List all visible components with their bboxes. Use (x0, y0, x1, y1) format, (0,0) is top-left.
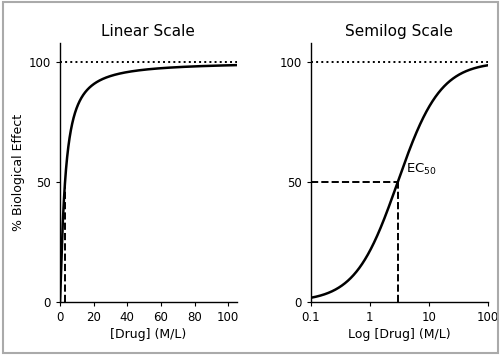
Title: Semilog Scale: Semilog Scale (345, 24, 453, 39)
Text: EC$_{50}$: EC$_{50}$ (406, 162, 436, 177)
Y-axis label: % Biological Effect: % Biological Effect (12, 114, 24, 231)
Title: Linear Scale: Linear Scale (102, 24, 196, 39)
X-axis label: [Drug] (M/L): [Drug] (M/L) (110, 328, 186, 341)
X-axis label: Log [Drug] (M/L): Log [Drug] (M/L) (348, 328, 450, 341)
